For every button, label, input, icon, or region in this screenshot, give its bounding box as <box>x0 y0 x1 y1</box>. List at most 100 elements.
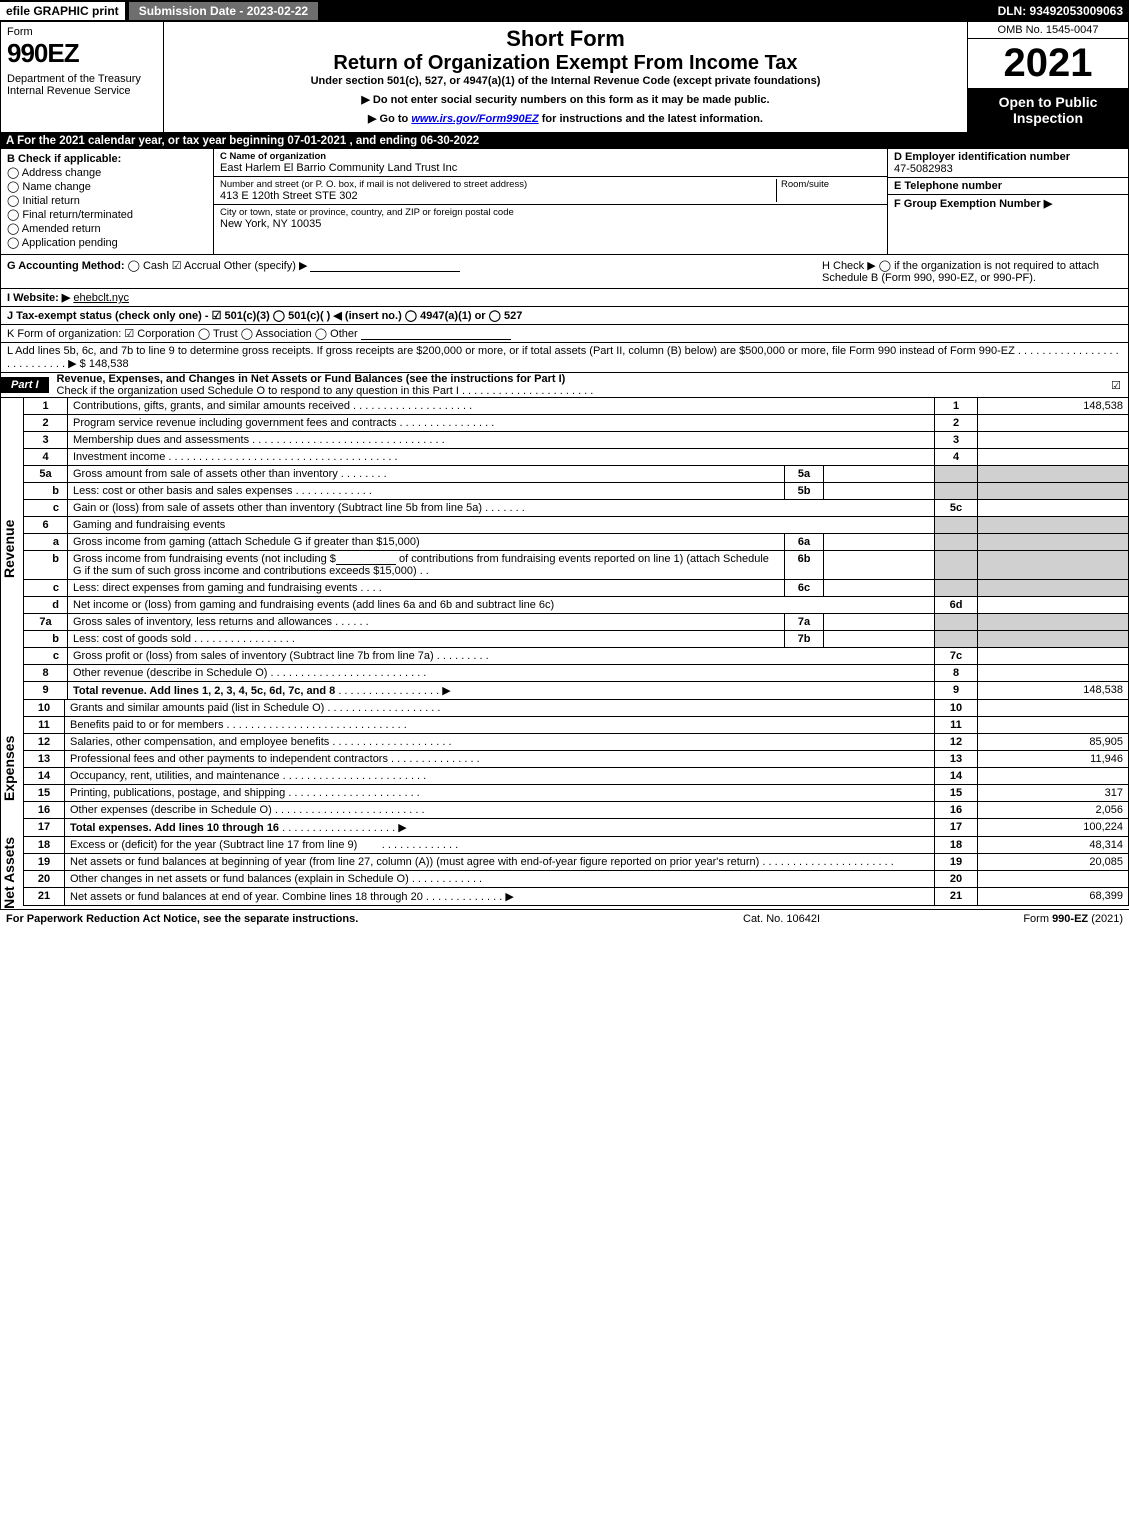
room-label: Room/suite <box>781 179 881 190</box>
chk-amended-return[interactable]: ◯ Amended return <box>7 222 207 235</box>
line-6b: bGross income from fundraising events (n… <box>24 551 1129 580</box>
footer-form: Form 990-EZ (2021) <box>943 913 1123 925</box>
line-3: 3Membership dues and assessments . . . .… <box>24 432 1129 449</box>
line-9: 9Total revenue. Add lines 1, 2, 3, 4, 5c… <box>24 682 1129 700</box>
footer-cat: Cat. No. 10642I <box>743 913 943 925</box>
c-address-row: Number and street (or P. O. box, if mail… <box>214 177 887 205</box>
line-5a: 5aGross amount from sale of assets other… <box>24 466 1129 483</box>
line-16: 16Other expenses (describe in Schedule O… <box>24 802 1129 819</box>
line-7c: cGross profit or (loss) from sales of in… <box>24 648 1129 665</box>
ssn-warning: ▶ Do not enter social security numbers o… <box>170 93 961 106</box>
department-label: Department of the Treasury Internal Reve… <box>7 73 157 97</box>
short-form-title: Short Form <box>170 26 961 52</box>
net-assets-table: 18Excess or (deficit) for the year (Subt… <box>23 837 1129 906</box>
part1-checkbox[interactable]: ☑ <box>1104 379 1128 392</box>
l-arrow: ▶ $ <box>68 358 86 370</box>
goto-pre: ▶ Go to <box>368 113 411 125</box>
line-14: 14Occupancy, rent, utilities, and mainte… <box>24 768 1129 785</box>
addr-label: Number and street (or P. O. box, if mail… <box>220 179 776 190</box>
l-text: L Add lines 5b, 6c, and 7b to line 9 to … <box>7 345 1015 357</box>
line-5c: cGain or (loss) from sale of assets othe… <box>24 500 1129 517</box>
part1-tag: Part I <box>1 377 49 393</box>
line-20: 20Other changes in net assets or fund ba… <box>24 871 1129 888</box>
col-d-ids: D Employer identification number 47-5082… <box>887 149 1128 254</box>
g-accrual[interactable]: ☑ Accrual <box>172 260 221 272</box>
f-group-row: F Group Exemption Number ▶ <box>888 195 1128 212</box>
chk-final-return[interactable]: ◯ Final return/terminated <box>7 208 207 221</box>
c-label: C Name of organization <box>220 151 881 162</box>
irs-link[interactable]: www.irs.gov/Form990EZ <box>411 113 538 125</box>
g-cash[interactable]: ◯ Cash <box>128 260 169 272</box>
k-text: K Form of organization: ☑ Corporation ◯ … <box>7 328 358 340</box>
top-bar: efile GRAPHIC print Submission Date - 20… <box>0 0 1129 22</box>
revenue-label: Revenue <box>0 398 23 700</box>
b-label: B Check if applicable: <box>7 153 207 165</box>
g-accounting: G Accounting Method: ◯ Cash ☑ Accrual Ot… <box>7 259 822 284</box>
line-12: 12Salaries, other compensation, and empl… <box>24 734 1129 751</box>
expenses-section: Expenses 10Grants and similar amounts pa… <box>0 700 1129 837</box>
line-6d: dNet income or (loss) from gaming and fu… <box>24 597 1129 614</box>
line-6a: aGross income from gaming (attach Schedu… <box>24 534 1129 551</box>
d-label: D Employer identification number <box>894 151 1122 163</box>
section-bcd: B Check if applicable: ◯ Address change … <box>0 149 1129 255</box>
c-name-row: C Name of organization East Harlem El Ba… <box>214 149 887 177</box>
h-schedule-b: H Check ▶ ◯ if the organization is not r… <box>822 259 1122 284</box>
header-subtitle: Under section 501(c), 527, or 4947(a)(1)… <box>170 75 961 87</box>
line-k-form-org: K Form of organization: ☑ Corporation ◯ … <box>0 325 1129 343</box>
line-a-tax-year: A For the 2021 calendar year, or tax yea… <box>0 133 1129 149</box>
form-header: Form 990EZ Department of the Treasury In… <box>0 22 1129 133</box>
chk-address-change[interactable]: ◯ Address change <box>7 166 207 179</box>
form-number: 990EZ <box>7 38 157 69</box>
f-label: F Group Exemption Number ▶ <box>894 198 1052 210</box>
line-4: 4Investment income . . . . . . . . . . .… <box>24 449 1129 466</box>
header-right: OMB No. 1545-0047 2021 Open to Public In… <box>967 22 1128 132</box>
city-state-zip: New York, NY 10035 <box>220 218 881 230</box>
header-left: Form 990EZ Department of the Treasury In… <box>1 22 164 132</box>
footer-notice: For Paperwork Reduction Act Notice, see … <box>6 913 743 925</box>
street-address: 413 E 120th Street STE 302 <box>220 190 776 202</box>
line-i-website: I Website: ▶ ehebclt.nyc <box>0 289 1129 307</box>
line-11: 11Benefits paid to or for members . . . … <box>24 717 1129 734</box>
col-c-org-info: C Name of organization East Harlem El Ba… <box>214 149 887 254</box>
line-2: 2Program service revenue including gover… <box>24 415 1129 432</box>
goto-post: for instructions and the latest informat… <box>539 113 763 125</box>
net-assets-label: Net Assets <box>0 837 23 909</box>
g-label: G Accounting Method: <box>7 260 125 272</box>
efile-print-label: efile GRAPHIC print <box>0 2 125 20</box>
part1-check-line: Check if the organization used Schedule … <box>57 385 459 397</box>
omb-number: OMB No. 1545-0047 <box>968 22 1128 39</box>
k-other-blank[interactable] <box>361 339 511 340</box>
city-label: City or town, state or province, country… <box>220 207 881 218</box>
net-assets-section: Net Assets 18Excess or (deficit) for the… <box>0 837 1129 909</box>
expenses-table: 10Grants and similar amounts paid (list … <box>23 700 1129 837</box>
page-footer: For Paperwork Reduction Act Notice, see … <box>0 909 1129 928</box>
e-label: E Telephone number <box>894 180 1122 192</box>
line-l-gross-receipts: L Add lines 5b, 6c, and 7b to line 9 to … <box>0 343 1129 373</box>
part1-header: Part I Revenue, Expenses, and Changes in… <box>0 373 1129 398</box>
g-other[interactable]: Other (specify) ▶ <box>224 260 308 272</box>
line-7b: bLess: cost of goods sold . . . . . . . … <box>24 631 1129 648</box>
line-15: 15Printing, publications, postage, and s… <box>24 785 1129 802</box>
dln-number: DLN: 93492053009063 <box>998 4 1129 18</box>
goto-instruction: ▶ Go to www.irs.gov/Form990EZ for instru… <box>170 112 961 125</box>
chk-initial-return[interactable]: ◯ Initial return <box>7 194 207 207</box>
ein-value: 47-5082983 <box>894 163 1122 175</box>
revenue-section: Revenue 1Contributions, gifts, grants, a… <box>0 398 1129 700</box>
line-10: 10Grants and similar amounts paid (list … <box>24 700 1129 717</box>
part1-title: Revenue, Expenses, and Changes in Net As… <box>57 373 1104 397</box>
line-5b: bLess: cost or other basis and sales exp… <box>24 483 1129 500</box>
open-to-public: Open to Public Inspection <box>968 88 1128 132</box>
l-value: 148,538 <box>89 358 129 370</box>
d-ein-row: D Employer identification number 47-5082… <box>888 149 1128 178</box>
col-b-checkboxes: B Check if applicable: ◯ Address change … <box>1 149 214 254</box>
g-other-blank[interactable] <box>310 271 460 272</box>
line-21: 21Net assets or fund balances at end of … <box>24 888 1129 906</box>
form-990ez-page: efile GRAPHIC print Submission Date - 20… <box>0 0 1129 928</box>
website-link[interactable]: ehebclt.nyc <box>73 292 129 304</box>
line-13: 13Professional fees and other payments t… <box>24 751 1129 768</box>
chk-name-change[interactable]: ◯ Name change <box>7 180 207 193</box>
line-6c: cLess: direct expenses from gaming and f… <box>24 580 1129 597</box>
chk-application-pending[interactable]: ◯ Application pending <box>7 236 207 249</box>
header-center: Short Form Return of Organization Exempt… <box>164 22 967 132</box>
revenue-table: 1Contributions, gifts, grants, and simil… <box>23 398 1129 700</box>
